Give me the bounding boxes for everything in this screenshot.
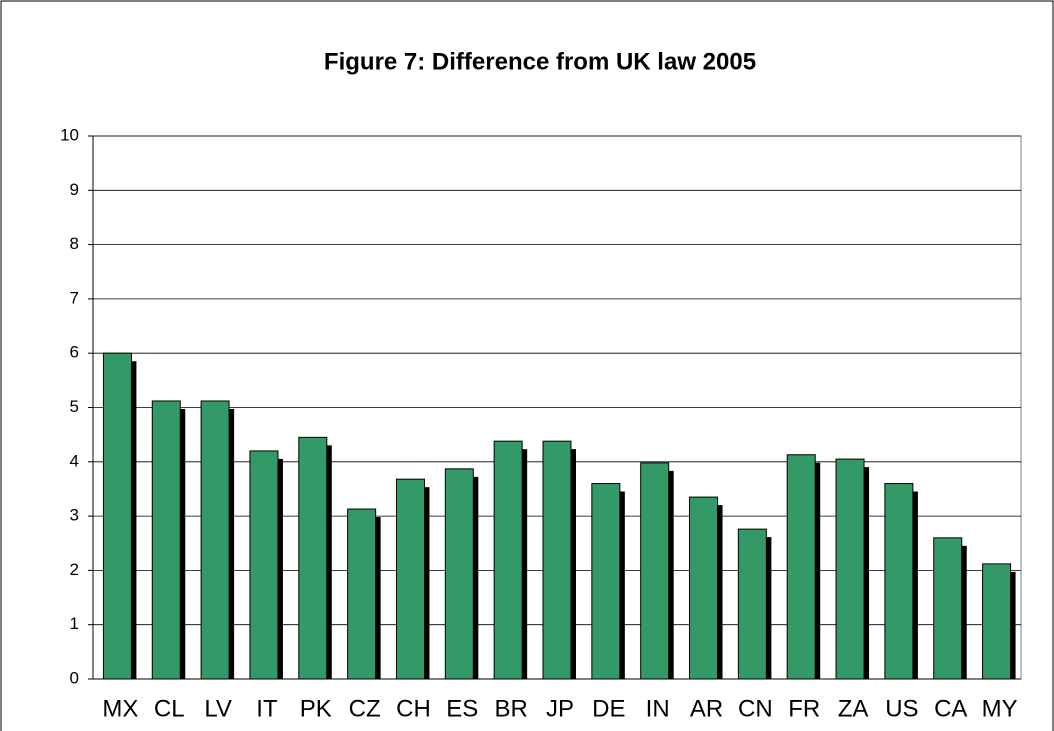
bar	[298, 436, 328, 680]
bar	[982, 563, 1012, 680]
x-tick-label: CA	[934, 695, 967, 722]
bar	[444, 468, 474, 680]
x-tick-label: CZ	[349, 695, 381, 722]
y-tick-label: 4	[70, 451, 79, 470]
x-tick-label: IT	[256, 695, 278, 722]
x-tick-label: ES	[446, 695, 478, 722]
y-tick-label: 5	[70, 397, 79, 416]
x-tick-label: US	[885, 695, 918, 722]
bar	[102, 352, 132, 680]
bar	[786, 454, 816, 680]
bar	[884, 483, 914, 680]
bar	[835, 458, 865, 680]
bar	[151, 400, 181, 680]
x-tick-label: CL	[154, 695, 185, 722]
y-tick-label: 1	[70, 614, 79, 633]
bar	[591, 483, 621, 680]
x-tick-label: DE	[592, 695, 625, 722]
x-tick-label: MY	[982, 695, 1018, 722]
bar	[395, 478, 425, 680]
y-tick-label: 8	[70, 234, 79, 253]
y-tick-label: 3	[70, 506, 79, 525]
y-tick-label: 0	[70, 668, 79, 687]
x-tick-label: JP	[546, 695, 574, 722]
bar	[249, 450, 279, 680]
bar	[689, 496, 719, 680]
x-tick-label: ZA	[838, 695, 869, 722]
x-tick-label: AR	[690, 695, 723, 722]
x-tick-label: FR	[788, 695, 820, 722]
y-tick-label: 6	[70, 343, 79, 362]
x-tick-label: MX	[102, 695, 138, 722]
y-tick-label: 2	[70, 560, 79, 579]
x-tick-label: PK	[300, 695, 332, 722]
bar	[200, 400, 230, 680]
x-tick-label: LV	[204, 695, 232, 722]
x-tick-label: IN	[646, 695, 670, 722]
chart-title: Figure 7: Difference from UK law 2005	[324, 48, 756, 75]
bar	[542, 440, 572, 680]
bar	[347, 508, 377, 680]
bar	[933, 537, 963, 680]
x-tick-label: BR	[494, 695, 527, 722]
x-tick-label: CN	[738, 695, 773, 722]
bar	[640, 462, 670, 680]
bar	[737, 528, 767, 680]
y-tick-label: 10	[60, 125, 79, 144]
x-tick-label: CH	[396, 695, 431, 722]
bar	[493, 440, 523, 680]
y-tick-label: 7	[70, 288, 79, 307]
y-tick-label: 9	[70, 180, 79, 199]
